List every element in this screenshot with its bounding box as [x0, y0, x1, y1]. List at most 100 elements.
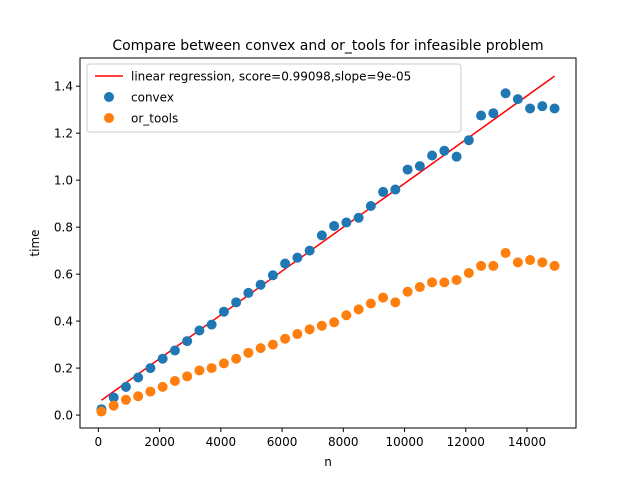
or-tools-point [255, 343, 266, 354]
x-tick-label: 12000 [447, 435, 485, 449]
y-tick-label: 0.0 [54, 409, 73, 423]
y-tick-label: 1.0 [54, 174, 73, 188]
convex-point [451, 151, 462, 162]
convex-point [194, 325, 205, 336]
or-tools-point [316, 320, 327, 331]
convex-point [145, 363, 156, 374]
convex-point [304, 245, 315, 256]
or-tools-point [537, 257, 548, 268]
or-tools-point [463, 267, 474, 278]
or-tools-point [292, 329, 303, 340]
y-tick-label: 1.2 [54, 127, 73, 141]
or-tools-point [512, 257, 523, 268]
convex-point [476, 110, 487, 121]
or-tools-point [549, 260, 560, 271]
or-tools-point [145, 386, 156, 397]
or-tools-point [439, 277, 450, 288]
or-tools-point [133, 391, 144, 402]
convex-point [255, 279, 266, 290]
convex-point [243, 287, 254, 298]
convex-point [218, 306, 229, 317]
convex-point [182, 336, 193, 347]
or-tools-point [243, 347, 254, 358]
convex-point [133, 372, 144, 383]
convex-point [231, 297, 242, 308]
legend-convex-swatch [104, 92, 114, 102]
x-tick-label: 2000 [144, 435, 175, 449]
or-tools-point [414, 282, 425, 293]
or-tools-point [476, 260, 487, 271]
y-tick-label: 0.2 [54, 362, 73, 376]
chart-title: Compare between convex and or_tools for … [112, 38, 543, 54]
or-tools-point [231, 353, 242, 364]
convex-point [329, 220, 340, 231]
convex-point [341, 217, 352, 228]
or-tools-point [451, 275, 462, 285]
convex-point [390, 184, 401, 195]
or-tools-point [169, 376, 180, 387]
convex-point [463, 135, 474, 146]
or-tools-point [267, 339, 278, 350]
convex-point [206, 319, 217, 330]
convex-point [427, 150, 438, 161]
or-tools-point [378, 292, 389, 303]
or-tools-point [525, 255, 536, 266]
or-tools-point [280, 333, 291, 344]
x-axis: 0 2000 4000 6000 8000 10000 12000 14000 [95, 428, 546, 449]
convex-point [414, 161, 425, 172]
x-axis-label: n [324, 455, 332, 469]
convex-point [525, 103, 536, 114]
convex-point [488, 108, 499, 119]
x-tick-label: 0 [95, 435, 103, 449]
legend-regression-label: linear regression, score=0.99098,slope=9… [131, 70, 411, 84]
or-tools-point [390, 297, 401, 308]
y-axis-label: time [28, 229, 42, 256]
legend-convex-label: convex [131, 91, 174, 105]
or-tools-point [206, 363, 217, 374]
x-tick-label: 6000 [267, 435, 298, 449]
legend-frame [86, 63, 462, 133]
convex-point [378, 186, 389, 197]
convex-point [549, 103, 560, 114]
convex-point [316, 230, 327, 241]
convex-point [537, 101, 548, 112]
or-tools-point [365, 298, 376, 309]
convex-point [402, 164, 413, 175]
convex-point [353, 212, 364, 223]
y-tick-label: 0.4 [54, 315, 73, 329]
y-tick-label: 0.8 [54, 221, 73, 235]
x-tick-label: 14000 [508, 435, 546, 449]
or-tools-point [329, 317, 340, 328]
or-tools-point [194, 365, 205, 376]
convex-point [365, 201, 376, 211]
or-tools-point [500, 247, 511, 258]
or-tools-point [488, 260, 499, 271]
legend-or-tools-swatch [104, 113, 114, 123]
convex-point [120, 381, 131, 392]
convex-point [108, 392, 119, 403]
convex-point [157, 353, 168, 364]
series-or-tools [96, 247, 560, 417]
or-tools-point [304, 324, 315, 335]
or-tools-point [96, 406, 107, 417]
convex-point [280, 258, 291, 269]
or-tools-point [218, 358, 229, 369]
plot-frame [79, 57, 577, 429]
x-tick-label: 10000 [385, 435, 423, 449]
or-tools-point [120, 394, 131, 405]
legend-or-tools-label: or_tools [131, 112, 178, 126]
y-axis: 0.0 0.2 0.4 0.6 0.8 1.0 1.2 1.4 [54, 80, 80, 423]
y-tick-label: 1.4 [54, 80, 73, 94]
convex-point [512, 94, 523, 105]
convex-point [439, 145, 450, 156]
x-tick-label: 8000 [328, 435, 359, 449]
convex-point [267, 270, 278, 281]
plot-area [96, 75, 560, 417]
or-tools-point [157, 381, 168, 392]
or-tools-point [402, 286, 413, 297]
or-tools-point [182, 371, 193, 382]
x-tick-label: 4000 [206, 435, 237, 449]
convex-point [169, 345, 180, 356]
or-tools-point [353, 304, 364, 315]
